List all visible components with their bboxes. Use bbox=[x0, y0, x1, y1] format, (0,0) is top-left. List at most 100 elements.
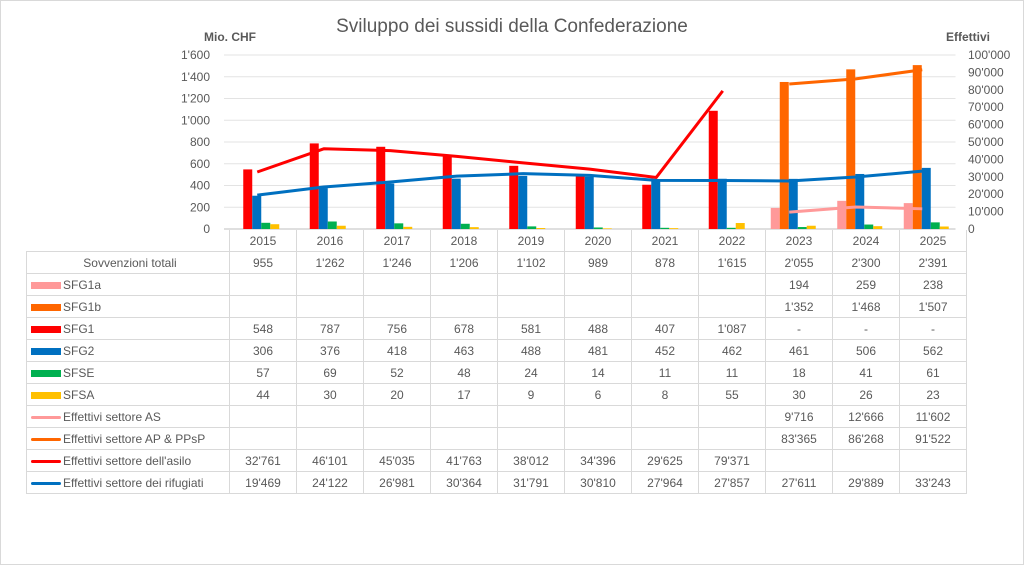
bar-sfsa bbox=[806, 225, 816, 229]
legend-key-icon bbox=[31, 415, 61, 419]
table-cell: 8 bbox=[631, 383, 699, 406]
table-cell: 29'889 bbox=[832, 471, 900, 494]
bar-sfsa bbox=[602, 228, 612, 229]
legend-label: Effettivi settore AP & PPsP bbox=[63, 431, 206, 446]
bar-sfsa bbox=[669, 228, 679, 229]
table-cell bbox=[363, 295, 431, 318]
table-cell: 44 bbox=[229, 383, 297, 406]
table-cell: 1'262 bbox=[296, 251, 364, 274]
table-cell bbox=[698, 427, 766, 450]
table-cell: 19'469 bbox=[229, 471, 297, 494]
table-cell: 27'857 bbox=[698, 471, 766, 494]
line-effettivi-settore-dei-rifugiati bbox=[257, 169, 923, 197]
legend-label: Effettivi settore dei rifugiati bbox=[63, 475, 204, 490]
table-cell: 18 bbox=[765, 361, 833, 384]
table-cell: 418 bbox=[363, 339, 431, 362]
bar-sfg1 bbox=[575, 175, 585, 229]
table-cell bbox=[631, 427, 699, 450]
bar-sfg1 bbox=[642, 184, 652, 229]
table-cell bbox=[497, 405, 565, 428]
row-label: SFG1 bbox=[26, 317, 230, 340]
table-cell: 27'964 bbox=[631, 471, 699, 494]
table-cell: 481 bbox=[564, 339, 632, 362]
y2-tick-label: 60'000 bbox=[968, 118, 1004, 132]
y-tick-label: 1'200 bbox=[181, 92, 210, 106]
table-cell: 61 bbox=[899, 361, 967, 384]
y2-tick-label: 100'000 bbox=[968, 48, 1011, 62]
table-cell bbox=[564, 427, 632, 450]
row-label: SFSA bbox=[26, 383, 230, 406]
legend-label: SFG2 bbox=[63, 343, 95, 358]
legend-label: Effettivi settore AS bbox=[63, 409, 161, 424]
table-cell: 1'246 bbox=[363, 251, 431, 274]
table-cell bbox=[899, 449, 967, 472]
row-label: Effettivi settore dell'asilo bbox=[26, 449, 230, 472]
y-tick-label: 1'600 bbox=[181, 48, 210, 62]
bar-sfg1 bbox=[243, 169, 253, 229]
table-cell: 2'391 bbox=[899, 251, 967, 274]
table-cell: 12'666 bbox=[832, 405, 900, 428]
row-label: SFG1a bbox=[26, 273, 230, 296]
legend-key-icon bbox=[31, 325, 61, 333]
bar-sfsa bbox=[939, 226, 949, 229]
table-cell: 23 bbox=[899, 383, 967, 406]
year-header: 2018 bbox=[430, 230, 498, 252]
table-cell bbox=[229, 273, 297, 296]
table-cell: 1'206 bbox=[430, 251, 498, 274]
bar-sfse bbox=[930, 222, 940, 229]
chart-title: Sviluppo dei sussidi della Confederazion… bbox=[336, 16, 688, 37]
bar-sfg2 bbox=[451, 178, 461, 229]
table-cell: 506 bbox=[832, 339, 900, 362]
bar-sfg2 bbox=[788, 178, 798, 229]
table-cell: 756 bbox=[363, 317, 431, 340]
table-cell: 6 bbox=[564, 383, 632, 406]
y2-tick-label: 10'000 bbox=[968, 205, 1004, 219]
legend-key-icon bbox=[31, 437, 61, 441]
bar-sfg1b bbox=[912, 65, 922, 230]
y-tick-label: 800 bbox=[190, 135, 210, 149]
bar-sfsa bbox=[403, 226, 413, 229]
bar-sfsa bbox=[873, 226, 883, 229]
table-cell: 69 bbox=[296, 361, 364, 384]
table-cell: 955 bbox=[229, 251, 297, 274]
table-cell: 11 bbox=[631, 361, 699, 384]
table-cell bbox=[229, 427, 297, 450]
table-row: Sovvenzioni totali 955 1'262 1'246 1'206 1'10… bbox=[26, 251, 967, 274]
table-cell: 462 bbox=[698, 339, 766, 362]
legend-key-icon bbox=[31, 303, 61, 311]
table-row: SFG1 548 787 756 678 581 488 407 1'087- - - bbox=[26, 317, 967, 340]
table-cell: 1'087 bbox=[698, 317, 766, 340]
year-header: 2017 bbox=[363, 230, 431, 252]
legend-label: Effettivi settore dell'asilo bbox=[63, 453, 192, 468]
year-header: 2025 bbox=[899, 230, 967, 252]
table-cell: 488 bbox=[564, 317, 632, 340]
legend-key-icon bbox=[31, 347, 61, 355]
table-cell: 57 bbox=[229, 361, 297, 384]
table-cell bbox=[363, 273, 431, 296]
table-cell: 34'396 bbox=[564, 449, 632, 472]
table-cell bbox=[497, 273, 565, 296]
table-cell: 678 bbox=[430, 317, 498, 340]
y2-tick-label: 90'000 bbox=[968, 65, 1004, 79]
year-header: 2015 bbox=[229, 230, 297, 252]
y2-axis-title: Effettivi bbox=[946, 30, 991, 44]
table-cell: - bbox=[832, 317, 900, 340]
legend-key-icon bbox=[31, 281, 61, 289]
table-cell: 461 bbox=[765, 339, 833, 362]
table-cell bbox=[430, 273, 498, 296]
table-cell: 41 bbox=[832, 361, 900, 384]
bar-sfse bbox=[261, 222, 271, 229]
table-cell: 24'122 bbox=[296, 471, 364, 494]
bar-sfg2 bbox=[318, 188, 328, 229]
bar-sfg2 bbox=[385, 183, 395, 229]
table-cell bbox=[631, 273, 699, 296]
table-row: Effettivi settore dei rifugiati 19'469 24'… bbox=[26, 471, 967, 494]
bar-sfg2 bbox=[518, 175, 528, 229]
plot-area: 0 200 400 600 800 1'000 1'200 1'400 1'600 0 10'000… bbox=[181, 48, 1011, 236]
table-cell: 463 bbox=[430, 339, 498, 362]
bar-sfse bbox=[327, 221, 337, 229]
bar-sfg1 bbox=[376, 146, 386, 229]
table-cell: 9'716 bbox=[765, 405, 833, 428]
table-cell: 91'522 bbox=[899, 427, 967, 450]
bar-sfse bbox=[527, 226, 537, 229]
